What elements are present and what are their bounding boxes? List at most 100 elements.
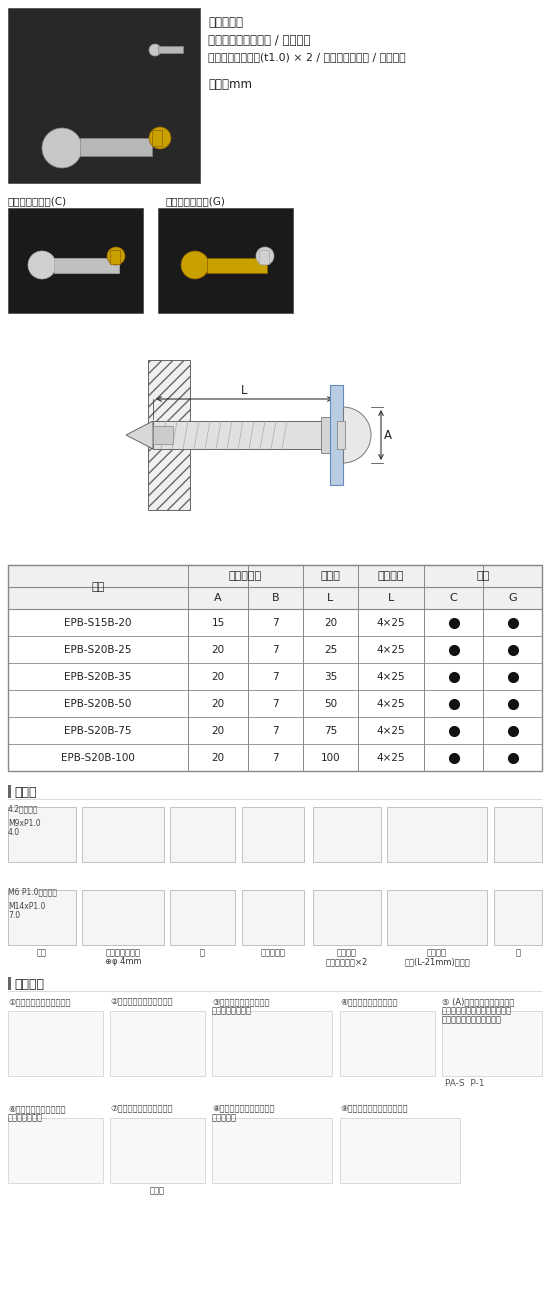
Text: M9xP1.0: M9xP1.0 <box>8 819 41 828</box>
Text: 鑑金: 鑑金 <box>37 948 47 957</box>
Text: ゴールドメッキ(G): ゴールドメッキ(G) <box>165 196 225 206</box>
Bar <box>8 565 542 771</box>
Text: ⑦パネルを差し込みます。: ⑦パネルを差し込みます。 <box>110 1105 173 1112</box>
Text: 15: 15 <box>211 618 224 627</box>
Circle shape <box>149 128 171 149</box>
Text: ③調整ネジと調整リング: ③調整ネジと調整リング <box>212 997 270 1006</box>
Bar <box>494 890 542 945</box>
Text: 7: 7 <box>272 698 279 709</box>
Circle shape <box>181 251 209 279</box>
Bar <box>8 890 76 945</box>
Text: L: L <box>241 384 248 397</box>
Text: EPB-S15B-20: EPB-S15B-20 <box>64 618 132 627</box>
Text: M14xP1.0: M14xP1.0 <box>8 902 45 911</box>
Text: C: C <box>450 593 458 604</box>
Circle shape <box>107 247 125 266</box>
Text: 調整ネジ: 調整ネジ <box>427 948 447 957</box>
Text: 材質：真鍮: 材質：真鍮 <box>208 16 243 29</box>
Text: ②胴部をネジ締めします。: ②胴部をネジ締めします。 <box>110 997 173 1006</box>
Bar <box>110 1011 205 1076</box>
Bar <box>170 890 235 945</box>
Text: 標準(L-21mm)タイプ: 標準(L-21mm)タイプ <box>404 957 470 967</box>
Bar <box>340 1011 435 1076</box>
Text: ④胴部にセットします。: ④胴部にセットします。 <box>340 997 398 1006</box>
Bar <box>8 208 143 313</box>
Bar <box>8 977 11 990</box>
Text: 7.0: 7.0 <box>8 911 20 920</box>
Text: 20: 20 <box>211 698 224 709</box>
Bar <box>8 807 76 863</box>
Text: ⊕φ 4mm: ⊕φ 4mm <box>104 957 141 967</box>
Text: 調整リング: 調整リング <box>261 948 285 957</box>
Polygon shape <box>126 421 153 448</box>
Text: EPB-S20B-35: EPB-S20B-35 <box>64 672 132 681</box>
Text: 4×25: 4×25 <box>377 644 405 655</box>
Bar <box>387 807 487 863</box>
Bar <box>170 807 235 863</box>
Text: 調整ネジが固定されます。: 調整ネジが固定されます。 <box>442 1015 502 1024</box>
Bar <box>242 807 304 863</box>
Bar <box>80 138 152 156</box>
Bar <box>158 46 183 53</box>
Bar <box>212 1118 332 1184</box>
Bar <box>242 890 304 945</box>
Bar <box>110 250 120 264</box>
Bar <box>82 890 164 945</box>
Text: 20: 20 <box>211 752 224 763</box>
Text: パイプ: パイプ <box>321 571 340 581</box>
Text: L: L <box>327 593 334 604</box>
Bar <box>387 890 487 945</box>
Text: 20: 20 <box>211 644 224 655</box>
Text: ①圧金をネジ止めします。: ①圧金をネジ止めします。 <box>8 997 70 1006</box>
Bar <box>259 250 269 264</box>
Bar <box>148 360 190 510</box>
Text: 品番: 品番 <box>91 583 104 592</box>
Bar <box>8 8 200 183</box>
Bar <box>313 890 381 945</box>
Bar <box>340 1118 460 1184</box>
Text: 化粧ボルト: 化粧ボルト <box>229 571 262 581</box>
Bar <box>54 258 119 274</box>
Text: をセットします。: をセットします。 <box>212 1006 252 1015</box>
Text: 4×25: 4×25 <box>377 726 405 735</box>
Bar <box>110 1118 205 1184</box>
Text: 20: 20 <box>211 726 224 735</box>
Text: EPB-S20B-50: EPB-S20B-50 <box>64 698 131 709</box>
Text: 付属品：パッキン(t1.0) × 2 / タッピングビス / 調整ネジ: 付属品：パッキン(t1.0) × 2 / タッピングビス / 調整ネジ <box>208 53 406 62</box>
Text: EPB-S20B-75: EPB-S20B-75 <box>64 726 132 735</box>
Bar <box>158 208 293 313</box>
Text: 7: 7 <box>272 672 279 681</box>
Text: 35: 35 <box>324 672 337 681</box>
Text: 差し込みます。: 差し込みます。 <box>8 1112 43 1122</box>
Bar <box>153 426 173 444</box>
Circle shape <box>28 251 56 279</box>
Text: PA-S  P-1: PA-S P-1 <box>445 1080 485 1088</box>
Bar <box>207 258 267 274</box>
Text: ⑧前面にもパッキンを差し: ⑧前面にもパッキンを差し <box>212 1105 274 1112</box>
Text: 7: 7 <box>272 726 279 735</box>
Bar <box>8 785 11 798</box>
Bar <box>153 421 328 448</box>
Text: 4×25: 4×25 <box>377 698 405 709</box>
Text: ⑨頭部を締め込み完了です。: ⑨頭部を締め込み完了です。 <box>340 1105 408 1112</box>
Circle shape <box>256 247 274 266</box>
Wedge shape <box>343 408 371 463</box>
Text: A: A <box>384 429 392 442</box>
Text: 75: 75 <box>324 726 337 735</box>
Text: 仕上: 仕上 <box>476 571 490 581</box>
Text: 20: 20 <box>324 618 337 627</box>
Text: ⑥付属パッキンを上より: ⑥付属パッキンを上より <box>8 1105 65 1112</box>
Text: A: A <box>214 593 222 604</box>
Circle shape <box>42 128 82 168</box>
Bar <box>313 807 381 863</box>
Text: 100: 100 <box>321 752 340 763</box>
Text: B: B <box>272 593 279 604</box>
Text: 施工手順: 施工手順 <box>14 978 44 992</box>
Bar <box>337 421 345 448</box>
Bar <box>330 385 343 485</box>
Text: M6 P1.0ネジ＋皿: M6 P1.0ネジ＋皿 <box>8 888 57 896</box>
Text: パッキン: パッキン <box>337 948 357 957</box>
Text: 単位：mm: 単位：mm <box>208 78 252 91</box>
Text: 筒: 筒 <box>200 948 205 957</box>
Circle shape <box>149 43 161 57</box>
